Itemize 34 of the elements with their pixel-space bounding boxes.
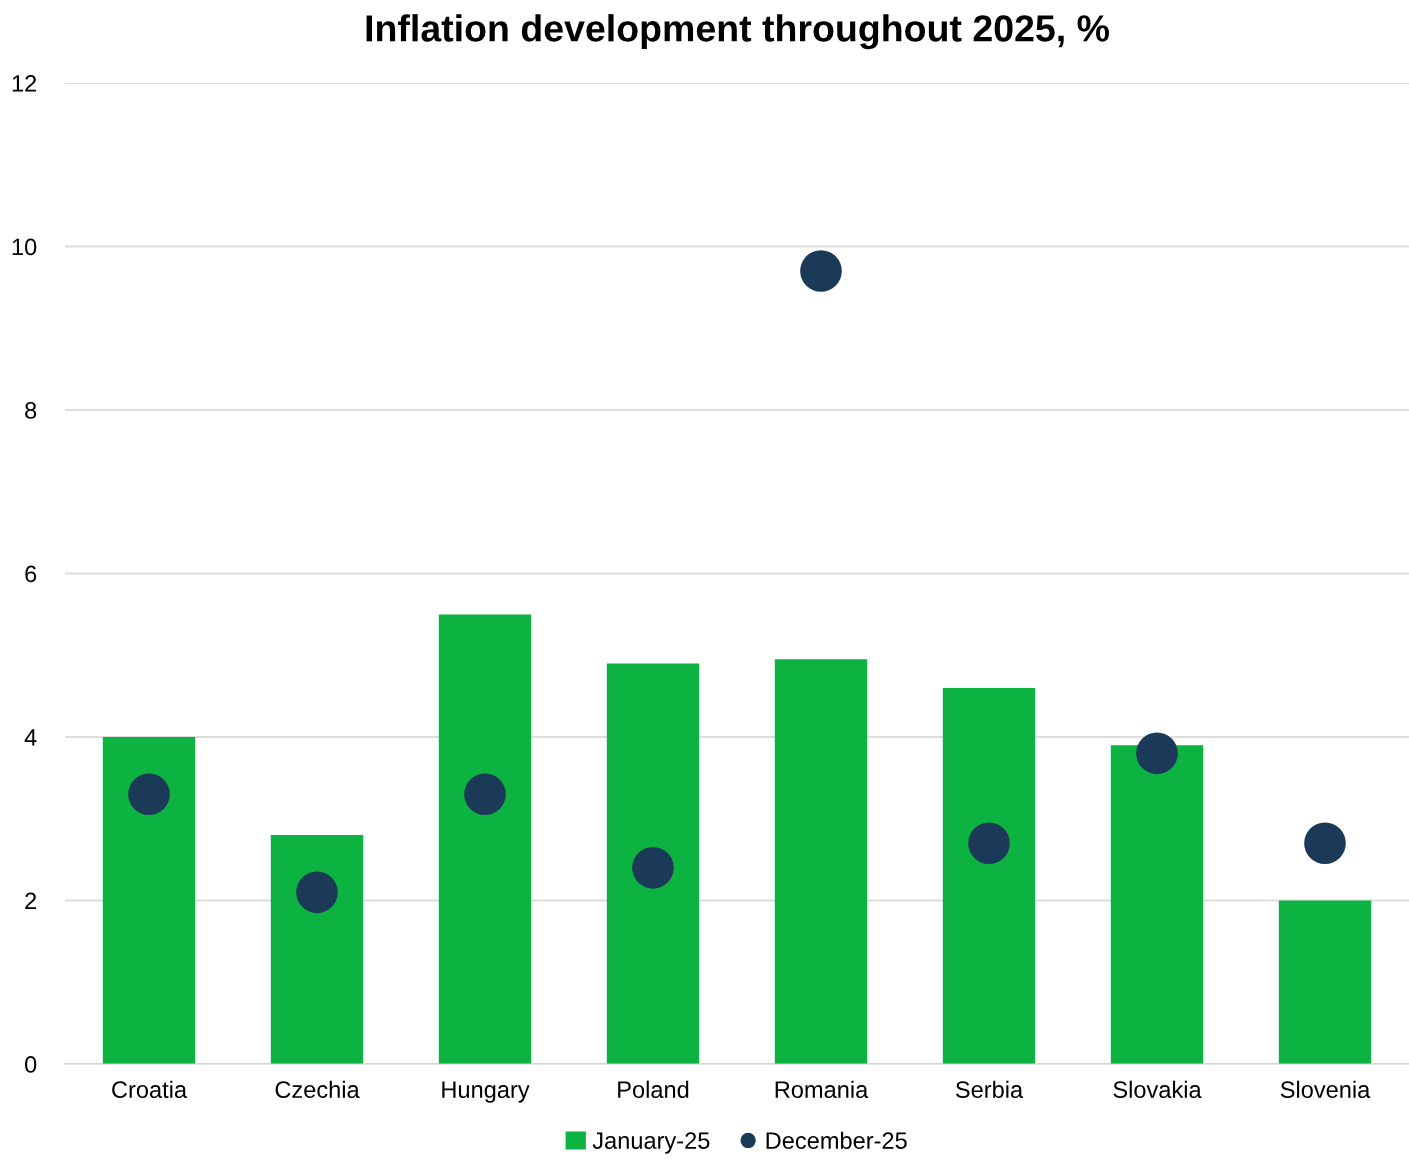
point	[1304, 822, 1346, 865]
point	[128, 773, 170, 816]
x-tick-label: Serbia	[955, 1080, 1024, 1099]
y-tick-label: 6	[25, 565, 37, 583]
x-tick-label: Slovakia	[1113, 1080, 1202, 1099]
point	[632, 846, 674, 889]
point	[296, 871, 338, 914]
x-tick-label: Slovenia	[1280, 1080, 1371, 1099]
point	[1136, 732, 1178, 775]
bar	[270, 835, 364, 1064]
bar	[1278, 900, 1372, 1064]
bar	[774, 659, 868, 1064]
bar	[942, 687, 1036, 1064]
point	[800, 250, 842, 292]
point	[968, 822, 1010, 865]
x-tick-label: Croatia	[112, 1080, 188, 1099]
y-tick-label: 4	[24, 729, 37, 746]
x-tick-label: Romania	[775, 1080, 869, 1099]
point	[464, 773, 506, 816]
y-tick-label: 12	[12, 75, 37, 92]
legend-label: January-25	[592, 1132, 710, 1154]
y-tick-label: 0	[25, 1056, 37, 1073]
bar	[606, 663, 700, 1064]
chart-title: Inflation development throughout 2025, %	[366, 14, 1109, 50]
x-tick-label: Czechia	[275, 1080, 360, 1099]
y-tick-label: 2	[25, 892, 37, 910]
bar	[1110, 745, 1204, 1064]
bar	[102, 737, 196, 1064]
legend-label: December-25	[766, 1131, 907, 1149]
bar	[438, 614, 532, 1064]
y-tick-label: 8	[25, 402, 37, 419]
x-tick-label: Poland	[618, 1080, 689, 1099]
y-tick-label: 10	[12, 238, 37, 256]
x-tick-label: Hungary	[442, 1081, 530, 1103]
